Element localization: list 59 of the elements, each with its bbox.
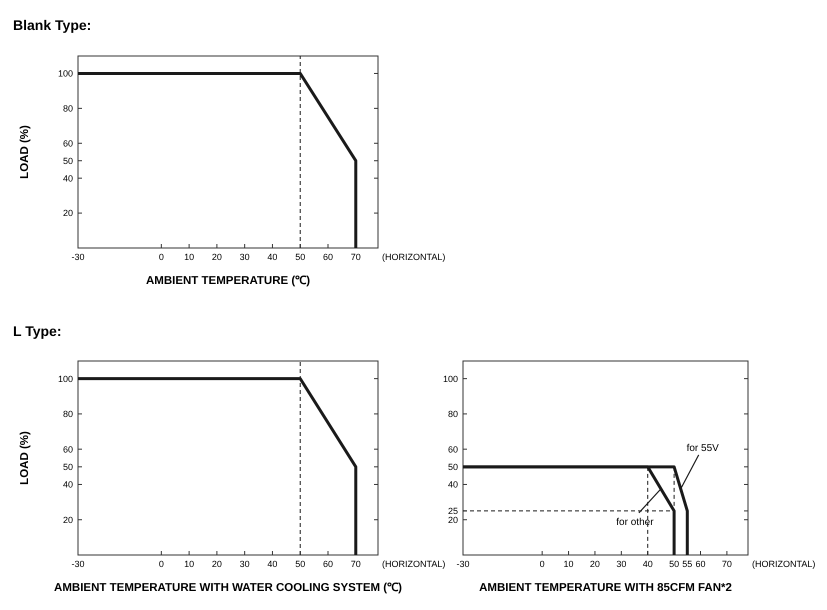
y-tick-label: 40 (62, 480, 73, 490)
y-tick-label: 80 (62, 409, 73, 420)
x-axis-title: AMBIENT TEMPERATURE (℃) (146, 275, 310, 287)
x-tick-label: 40 (642, 559, 653, 569)
x-tick-label: -30 (71, 559, 85, 569)
x-tick-label: 70 (350, 559, 361, 569)
x-tick-label: 70 (350, 252, 361, 262)
x-tick-label: 20 (590, 559, 600, 569)
x-tick-label: 40 (267, 559, 278, 569)
y-tick-label: 40 (448, 480, 458, 490)
x-tick-label: 70 (722, 559, 732, 569)
y-tick-label: 60 (448, 444, 458, 454)
x-tick-label: 0 (158, 559, 164, 569)
y-tick-label: 20 (62, 514, 73, 525)
y-tick-label: 50 (448, 462, 458, 472)
y-tick-label: 100 (58, 374, 73, 384)
chart-title: Blank Type: (13, 17, 92, 33)
x-tick-label: 60 (695, 559, 706, 569)
y-tick-label: 25 (448, 506, 458, 516)
y-tick-label: 20 (448, 514, 458, 525)
x-tick-label: -30 (71, 252, 85, 262)
x-tick-label: 55 (682, 559, 692, 569)
x-tick-label: 30 (240, 559, 250, 569)
x-tick-label: 20 (212, 559, 222, 569)
x-tick-label: 10 (564, 559, 574, 569)
y-tick-label: 60 (62, 138, 73, 148)
x-axis-title: AMBIENT TEMPERATURE WITH 85CFM FAN*2 (479, 582, 732, 594)
y-tick-label: 100 (58, 68, 73, 79)
x-tick-label: 60 (322, 252, 334, 262)
text: (HORIZONTAL) (382, 252, 446, 262)
x-tick-label: 50 (295, 252, 306, 262)
x-tick-label: 10 (184, 252, 194, 262)
y-tick-label: 50 (62, 156, 73, 166)
text: (HORIZONTAL) (382, 559, 446, 569)
y-tick-label: 100 (442, 374, 458, 384)
x-tick-label: 50 (669, 559, 680, 569)
y-axis-title: LOAD (%) (19, 431, 31, 485)
x-tick-label: 30 (616, 559, 626, 569)
y-tick-label: 80 (448, 409, 458, 420)
x-tick-label: -30 (456, 559, 470, 569)
x-tick-label: 60 (322, 559, 334, 569)
annotation: for other (616, 516, 654, 528)
x-tick-label: 40 (267, 252, 278, 262)
y-tick-label: 80 (62, 104, 73, 114)
annotation: for 55V (686, 442, 720, 454)
y-tick-label: 20 (62, 208, 73, 218)
y-tick-label: 40 (62, 173, 73, 184)
x-tick-label: 10 (184, 559, 194, 569)
x-axis-title: AMBIENT TEMPERATURE WITH WATER COOLING SYSTEM (℃) (54, 582, 402, 594)
chart-title: L Type: (13, 323, 62, 339)
x-tick-label: 0 (540, 559, 545, 569)
y-tick-label: 50 (62, 462, 73, 472)
x-tick-label: 20 (212, 252, 222, 262)
y-tick-label: 60 (62, 444, 73, 454)
y-axis-title: LOAD (%) (19, 125, 31, 179)
text: (HORIZONTAL) (752, 559, 816, 569)
x-tick-label: 50 (295, 559, 306, 569)
x-tick-label: 0 (158, 252, 164, 262)
x-tick-label: 30 (240, 252, 250, 262)
